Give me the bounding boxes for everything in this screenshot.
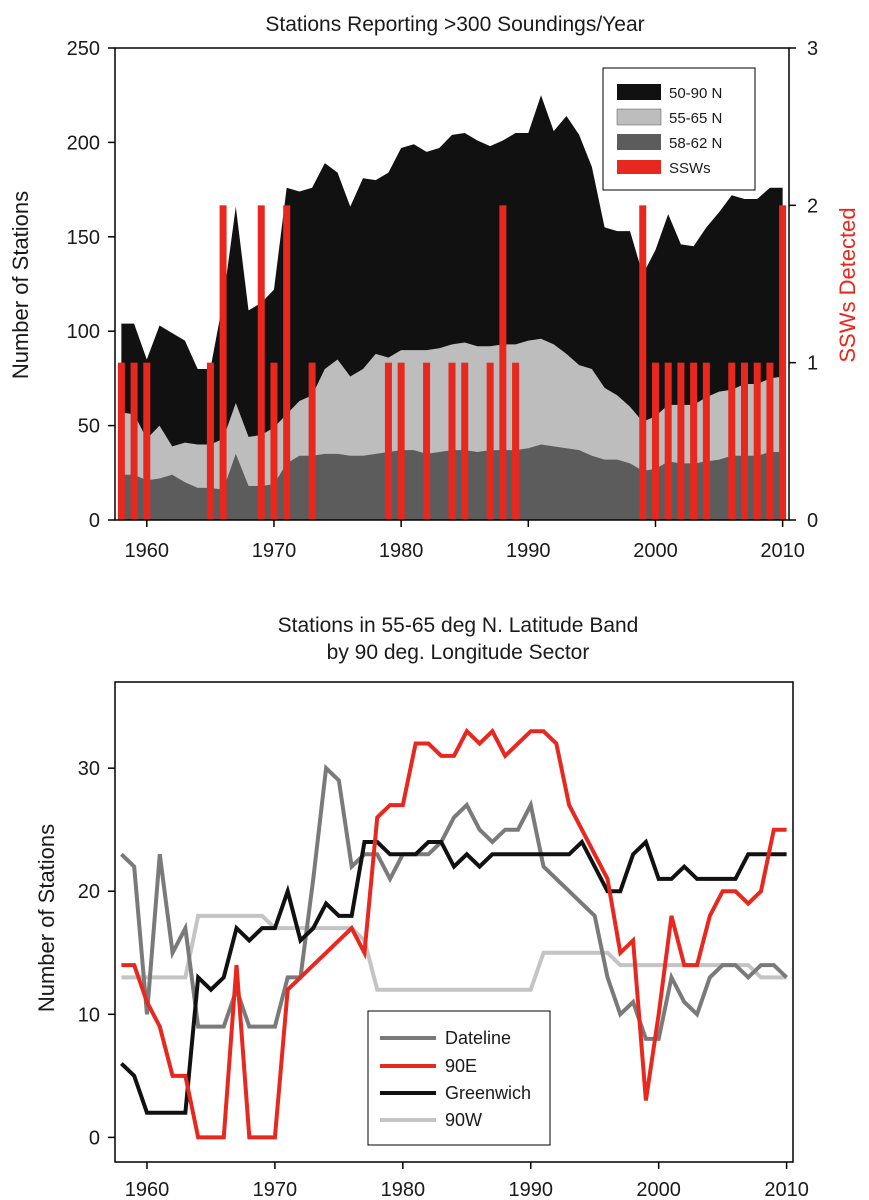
- ssw-bar: [766, 362, 774, 520]
- legend-label-90e: 90E: [445, 1056, 477, 1076]
- y-tick-label: 250: [67, 38, 100, 60]
- x-tick-label: 1990: [509, 1179, 554, 1200]
- bottom-y-axis: 0 10 20 30: [78, 758, 115, 1149]
- y2-tick-label: 2: [807, 195, 818, 217]
- ssw-bar: [753, 362, 761, 520]
- y-tick-label: 0: [89, 510, 100, 532]
- top-chart: Stations Reporting >300 Soundings/Year 1…: [8, 13, 860, 562]
- bottom-plot-frame: [114, 681, 794, 1163]
- ssw-bar: [639, 205, 647, 520]
- legend-label-ssws: SSWs: [669, 160, 711, 177]
- y-tick-label: 100: [67, 321, 100, 343]
- y-tick-label: 20: [78, 881, 100, 903]
- ssw-bar: [219, 205, 227, 520]
- bottom-y-axis-label: Number of Stations: [34, 824, 59, 1012]
- x-tick-label: 1980: [381, 1179, 426, 1200]
- bottom-chart-subtitle: by 90 deg. Longitude Sector: [327, 641, 590, 664]
- ssw-bar: [499, 205, 507, 520]
- ssw-bar: [512, 362, 520, 520]
- y-tick-label: 30: [78, 758, 100, 780]
- line-series-dateline: [120, 763, 788, 1041]
- legend-label-90w: 90W: [445, 1110, 482, 1130]
- bottom-x-axis: 1960 1970 1980 1990 2000 2010: [125, 1162, 809, 1200]
- ssw-bar: [397, 362, 405, 520]
- top-ssw-bars: [117, 205, 787, 520]
- bottom-legend: Dateline 90E Greenwich 90W: [367, 1010, 551, 1146]
- y2-tick-label: 1: [807, 353, 818, 375]
- y-tick-label: 10: [78, 1004, 100, 1026]
- x-tick-label: 2000: [636, 1179, 681, 1200]
- legend-swatch-58-62n: [617, 134, 661, 150]
- ssw-bar: [130, 362, 138, 520]
- legend-label-greenwich: Greenwich: [445, 1083, 531, 1103]
- y-tick-label: 200: [67, 132, 100, 154]
- ssw-bar: [702, 362, 710, 520]
- x-tick-label: 1980: [379, 540, 424, 562]
- top-y-axis-label: Number of Stations: [8, 191, 33, 379]
- ssw-bar: [728, 362, 736, 520]
- ssw-bar: [257, 205, 265, 520]
- ssw-bar: [664, 362, 672, 520]
- ssw-bar: [461, 362, 469, 520]
- x-tick-label: 1960: [125, 1179, 170, 1200]
- legend-label-50-90n: 50-90 N: [669, 85, 722, 102]
- top-y2-axis: 0 1 2 3: [789, 38, 818, 532]
- top-chart-title: Stations Reporting >300 Soundings/Year: [265, 13, 644, 36]
- ssw-bar: [270, 362, 278, 520]
- ssw-bar: [740, 362, 748, 520]
- top-y2-axis-label: SSWs Detected: [835, 207, 860, 362]
- ssw-bar: [423, 362, 431, 520]
- ssw-bar: [448, 362, 456, 520]
- x-tick-label: 1960: [125, 540, 170, 562]
- line-series-greenwich: [120, 838, 787, 1115]
- ssw-bar: [486, 362, 494, 520]
- x-tick-label: 1970: [252, 540, 297, 562]
- bottom-legend-box: [367, 1010, 551, 1146]
- y-tick-label: 150: [67, 227, 100, 249]
- legend-label-58-62n: 58-62 N: [669, 135, 722, 152]
- y-tick-label: 0: [89, 1127, 100, 1149]
- line-series-90e: [121, 727, 787, 1140]
- ssw-bar: [384, 362, 392, 520]
- ssw-bar: [283, 205, 291, 520]
- x-tick-label: 1970: [253, 1179, 298, 1200]
- ssw-bar: [779, 205, 787, 520]
- ssw-bar: [677, 362, 685, 520]
- top-plot-frame: [114, 47, 790, 521]
- legend-swatch-55-65n: [616, 108, 662, 126]
- ssw-bar: [651, 362, 659, 520]
- ssw-bar: [308, 362, 316, 520]
- bottom-chart: Stations in 55-65 deg N. Latitude Band b…: [34, 614, 809, 1200]
- x-tick-label: 2000: [633, 540, 678, 562]
- line-series-90w: [121, 913, 787, 992]
- ssw-bar: [143, 362, 151, 520]
- x-tick-label: 1990: [506, 540, 551, 562]
- ssw-bar: [690, 362, 698, 520]
- legend-swatch-ssws: [617, 160, 661, 174]
- y2-tick-label: 3: [807, 38, 818, 60]
- legend-swatch-50-90n: [617, 84, 661, 100]
- x-tick-label: 2010: [760, 540, 805, 562]
- ssw-bar: [117, 362, 125, 520]
- bottom-line-series: [120, 727, 788, 1140]
- legend-label-55-65n: 55-65 N: [669, 110, 722, 127]
- ssw-bar: [206, 362, 214, 520]
- x-tick-label: 2010: [764, 1179, 809, 1200]
- top-legend: 50-90 N 55-65 N 58-62 N SSWs: [602, 67, 756, 191]
- y2-tick-label: 0: [807, 510, 818, 532]
- y-tick-label: 50: [78, 416, 100, 438]
- top-y-axis: 0 50 100 150 200 250: [67, 38, 115, 532]
- top-x-axis: 1960 1970 1980 1990 2000 2010: [125, 520, 805, 562]
- legend-label-dateline: Dateline: [445, 1028, 511, 1048]
- bottom-chart-title: Stations in 55-65 deg N. Latitude Band: [278, 614, 639, 637]
